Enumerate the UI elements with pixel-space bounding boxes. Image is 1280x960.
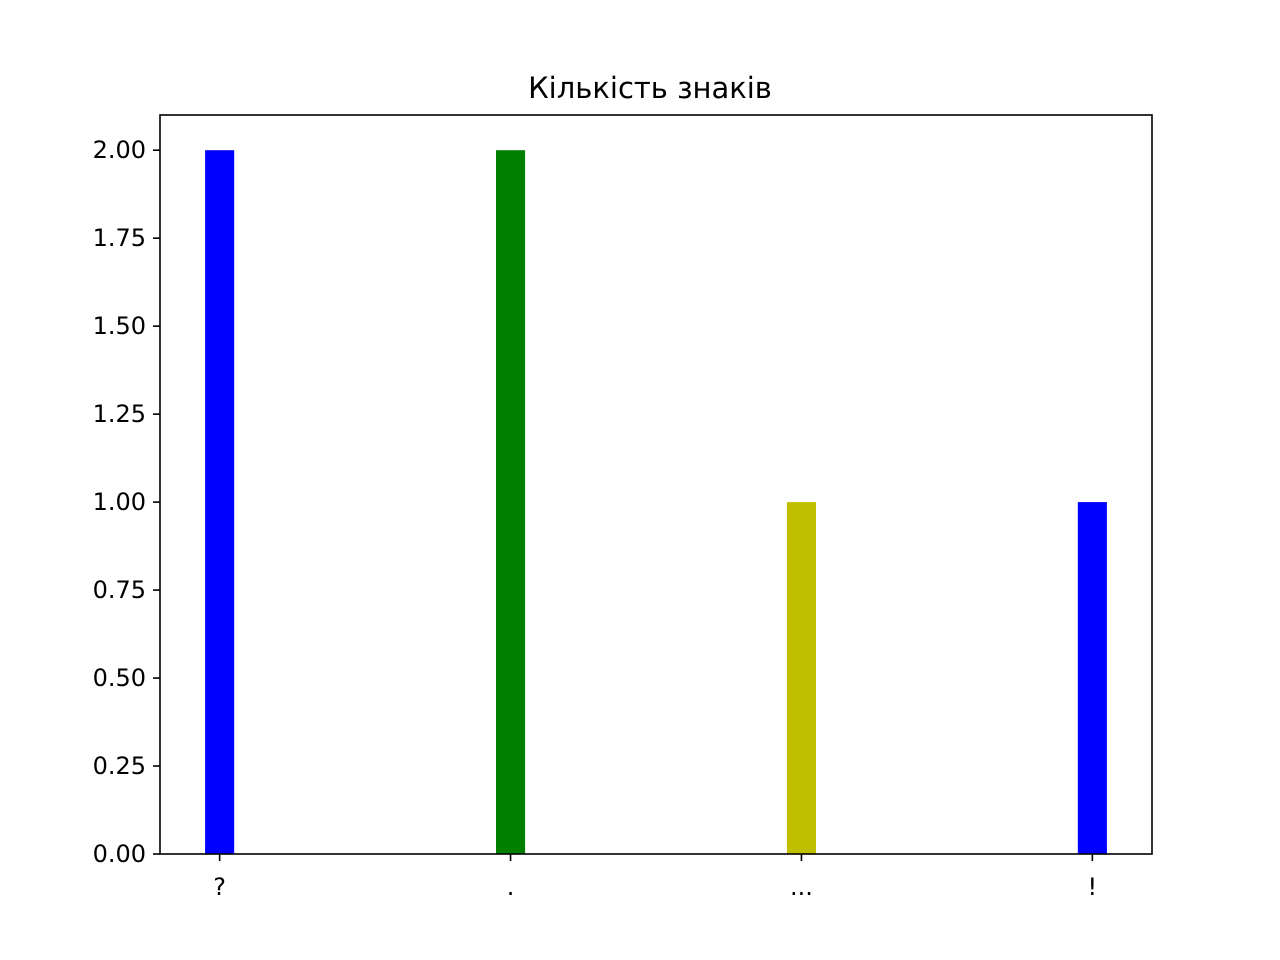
x-tick-label: ... (790, 873, 813, 901)
y-tick-label: 1.00 (93, 488, 146, 516)
y-tick-label: 2.00 (93, 136, 146, 164)
bar-3 (1077, 502, 1107, 854)
y-tick-label: 0.25 (93, 752, 146, 780)
y-tick-label: 0.00 (93, 840, 146, 868)
x-tick-label: ? (213, 873, 226, 901)
y-tick-label: 1.75 (93, 224, 146, 252)
bar-1 (496, 150, 526, 854)
y-tick-label: 0.50 (93, 664, 146, 692)
x-tick-label: ! (1088, 873, 1098, 901)
bar-2 (786, 502, 816, 854)
y-tick-label: 1.25 (93, 400, 146, 428)
y-tick-label: 0.75 (93, 576, 146, 604)
bar-0 (205, 150, 235, 854)
y-tick-label: 1.50 (93, 312, 146, 340)
x-tick-label: . (507, 873, 515, 901)
bars-layer (205, 150, 1107, 854)
axes-frame (159, 114, 1153, 855)
chart-title: Кількість знаків (528, 71, 772, 105)
axes-layer: 0.00 0.25 0.50 0.75 1.00 1.25 1.50 1.75 2.00?...… (93, 114, 1153, 901)
